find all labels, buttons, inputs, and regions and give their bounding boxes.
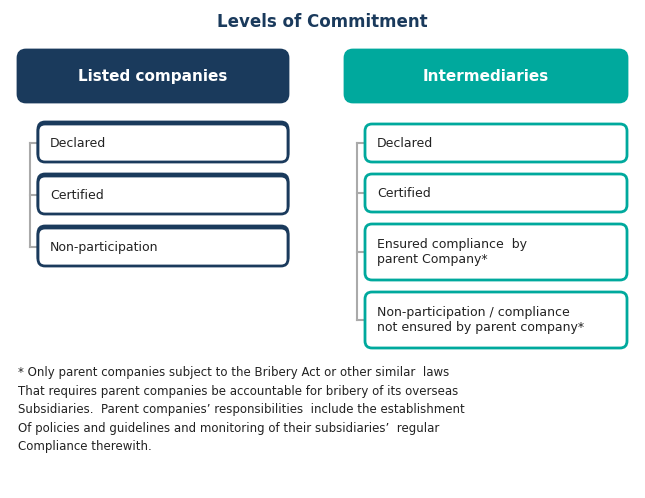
Text: Declared: Declared: [377, 136, 433, 149]
FancyBboxPatch shape: [38, 176, 288, 214]
Text: Declared: Declared: [50, 134, 106, 147]
Text: Non-participation: Non-participation: [50, 239, 159, 251]
Text: * Only parent companies subject to the Bribery Act or other similar  laws
That r: * Only parent companies subject to the B…: [18, 366, 465, 453]
Text: parent Company*: parent Company*: [377, 253, 488, 266]
FancyBboxPatch shape: [365, 174, 627, 212]
FancyBboxPatch shape: [365, 292, 627, 348]
FancyBboxPatch shape: [365, 124, 627, 162]
FancyBboxPatch shape: [38, 228, 288, 266]
Text: Declared: Declared: [50, 136, 106, 149]
Text: Non-participation / compliance: Non-participation / compliance: [377, 306, 570, 319]
FancyBboxPatch shape: [345, 50, 627, 102]
Text: Levels of Commitment: Levels of Commitment: [217, 13, 427, 31]
Text: Certified: Certified: [50, 189, 104, 202]
Text: Non-participation: Non-participation: [50, 241, 159, 253]
FancyBboxPatch shape: [38, 124, 288, 162]
Text: Ensured compliance  by: Ensured compliance by: [377, 238, 527, 251]
Text: Certified: Certified: [50, 186, 104, 200]
FancyBboxPatch shape: [18, 50, 288, 102]
FancyBboxPatch shape: [38, 122, 288, 160]
Text: Certified: Certified: [377, 186, 431, 200]
Text: Intermediaries: Intermediaries: [423, 69, 549, 84]
FancyBboxPatch shape: [365, 224, 627, 280]
FancyBboxPatch shape: [38, 174, 288, 212]
Text: Listed companies: Listed companies: [78, 69, 228, 84]
FancyBboxPatch shape: [38, 226, 288, 264]
Text: not ensured by parent company*: not ensured by parent company*: [377, 321, 584, 334]
